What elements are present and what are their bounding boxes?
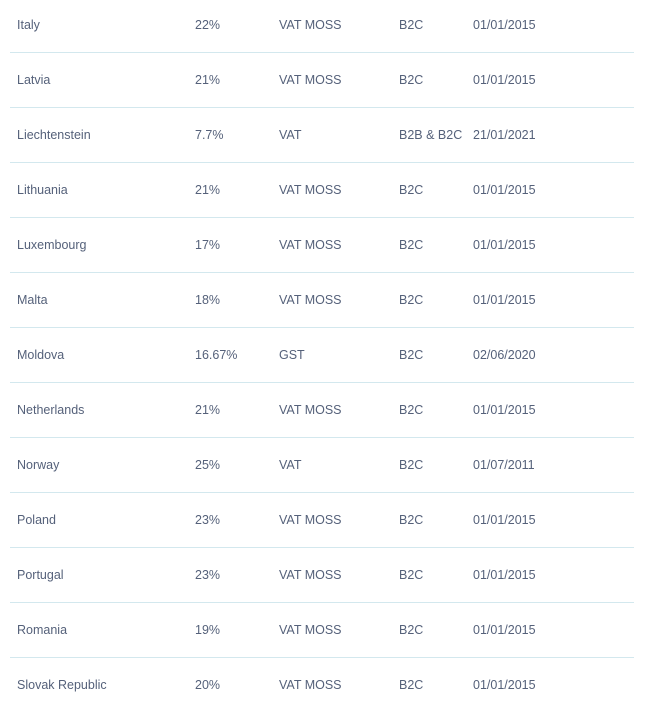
tax-scheme-cell: VAT MOSS (279, 513, 342, 527)
rate-cell: 16.67% (195, 348, 238, 362)
country-cell: Norway (17, 458, 60, 472)
country-cell: Malta (17, 293, 48, 307)
table-row: Italy 22% VAT MOSS B2C 01/01/2015 (10, 0, 634, 53)
tax-scheme-cell: VAT MOSS (279, 403, 342, 417)
tax-scheme-cell: VAT MOSS (279, 73, 342, 87)
country-cell: Lithuania (17, 183, 68, 197)
customer-type-cell: B2C (399, 458, 424, 472)
table-row: Lithuania 21% VAT MOSS B2C 01/01/2015 (10, 163, 634, 218)
table-row: Luxembourg 17% VAT MOSS B2C 01/01/2015 (10, 218, 634, 273)
customer-type-cell: B2C (399, 293, 424, 307)
effective-date-cell: 01/01/2015 (473, 183, 536, 197)
tax-scheme-cell: VAT (279, 128, 302, 142)
customer-type-cell: B2C (399, 513, 424, 527)
table-row: Slovak Republic 20% VAT MOSS B2C 01/01/2… (10, 658, 634, 713)
country-cell: Luxembourg (17, 238, 87, 252)
effective-date-cell: 01/01/2015 (473, 403, 536, 417)
rate-cell: 7.7% (195, 128, 224, 142)
country-cell: Netherlands (17, 403, 85, 417)
rate-cell: 22% (195, 18, 221, 32)
country-cell: Latvia (17, 73, 51, 87)
customer-type-cell: B2C (399, 238, 424, 252)
table-row: Poland 23% VAT MOSS B2C 01/01/2015 (10, 493, 634, 548)
rate-cell: 23% (195, 568, 221, 582)
effective-date-cell: 21/01/2021 (473, 128, 536, 142)
table-row: Norway 25% VAT B2C 01/07/2011 (10, 438, 634, 493)
rate-cell: 23% (195, 513, 221, 527)
rate-cell: 17% (195, 238, 221, 252)
effective-date-cell: 01/01/2015 (473, 513, 536, 527)
country-cell: Romania (17, 623, 68, 637)
effective-date-cell: 02/06/2020 (473, 348, 536, 362)
rate-cell: 25% (195, 458, 221, 472)
tax-scheme-cell: VAT (279, 458, 302, 472)
table-row: Portugal 23% VAT MOSS B2C 01/01/2015 (10, 548, 634, 603)
effective-date-cell: 01/07/2011 (473, 458, 535, 472)
rate-cell: 21% (195, 403, 221, 417)
table-row: Latvia 21% VAT MOSS B2C 01/01/2015 (10, 53, 634, 108)
rate-cell: 19% (195, 623, 221, 637)
tax-scheme-cell: VAT MOSS (279, 293, 342, 307)
country-cell: Poland (17, 513, 56, 527)
country-cell: Liechtenstein (17, 128, 91, 142)
effective-date-cell: 01/01/2015 (473, 623, 536, 637)
customer-type-cell: B2C (399, 678, 424, 692)
effective-date-cell: 01/01/2015 (473, 73, 536, 87)
effective-date-cell: 01/01/2015 (473, 238, 536, 252)
rate-cell: 20% (195, 678, 221, 692)
table-row: Malta 18% VAT MOSS B2C 01/01/2015 (10, 273, 634, 328)
tax-scheme-cell: VAT MOSS (279, 183, 342, 197)
effective-date-cell: 01/01/2015 (473, 293, 536, 307)
country-cell: Moldova (17, 348, 65, 362)
country-cell: Slovak Republic (17, 678, 107, 692)
rate-cell: 21% (195, 73, 221, 87)
customer-type-cell: B2C (399, 18, 424, 32)
effective-date-cell: 01/01/2015 (473, 678, 536, 692)
customer-type-cell: B2B & B2C (399, 128, 463, 142)
country-cell: Portugal (17, 568, 64, 582)
table-row: Liechtenstein 7.7% VAT B2B & B2C 21/01/2… (10, 108, 634, 163)
rate-cell: 21% (195, 183, 221, 197)
tax-scheme-cell: VAT MOSS (279, 238, 342, 252)
tax-scheme-cell: VAT MOSS (279, 568, 342, 582)
rate-cell: 18% (195, 293, 221, 307)
customer-type-cell: B2C (399, 623, 424, 637)
effective-date-cell: 01/01/2015 (473, 568, 536, 582)
customer-type-cell: B2C (399, 568, 424, 582)
table-row: Romania 19% VAT MOSS B2C 01/01/2015 (10, 603, 634, 658)
tax-scheme-cell: VAT MOSS (279, 623, 342, 637)
tax-scheme-cell: VAT MOSS (279, 678, 342, 692)
table-row: Netherlands 21% VAT MOSS B2C 01/01/2015 (10, 383, 634, 438)
effective-date-cell: 01/01/2015 (473, 18, 536, 32)
customer-type-cell: B2C (399, 403, 424, 417)
customer-type-cell: B2C (399, 73, 424, 87)
tax-scheme-cell: GST (279, 348, 305, 362)
customer-type-cell: B2C (399, 183, 424, 197)
customer-type-cell: B2C (399, 348, 424, 362)
table-row: Moldova 16.67% GST B2C 02/06/2020 (10, 328, 634, 383)
vat-rates-table: Italy 22% VAT MOSS B2C 01/01/2015 Latvia… (10, 0, 634, 713)
country-cell: Italy (17, 18, 40, 32)
tax-scheme-cell: VAT MOSS (279, 18, 342, 32)
